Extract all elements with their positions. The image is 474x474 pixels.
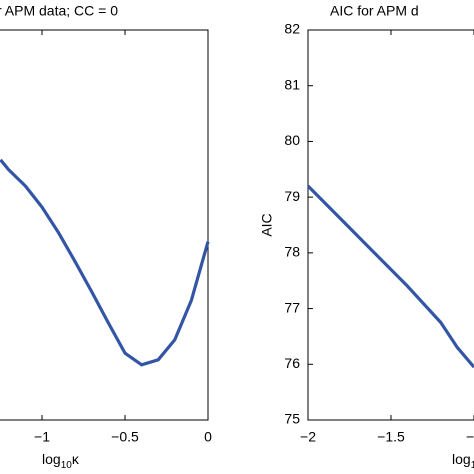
y-tick-label: 82: [284, 21, 300, 37]
x-tick-label: −1: [34, 429, 50, 445]
chart-title: r APM data; CC = 0: [0, 3, 118, 19]
x-axis-label-part: 10: [61, 460, 73, 471]
y-tick-label: 76: [284, 355, 300, 371]
data-line: [0, 158, 210, 367]
x-axis-label: log1: [452, 451, 474, 471]
x-tick-label: −2: [300, 429, 316, 445]
axes-box: [307, 29, 474, 421]
x-tick-label: −1.5: [377, 429, 405, 445]
y-tick-label: 77: [284, 299, 300, 315]
y-tick-label: 80: [284, 132, 300, 148]
y-tick-label: 75: [284, 411, 300, 427]
x-axis-label: log10κ: [42, 451, 80, 471]
x-tick-label: 0: [204, 429, 212, 445]
y-tick-label: 78: [284, 244, 300, 260]
y-axis-label: AIC: [259, 213, 275, 236]
x-tick-label: −1: [466, 429, 474, 445]
y-tick-label: 79: [284, 188, 300, 204]
y-tick-label: 81: [284, 76, 300, 92]
data-line: [306, 184, 474, 369]
x-axis-label-part: log: [452, 451, 471, 467]
x-tick-label: −0.5: [111, 429, 139, 445]
x-axis-label-part: κ: [72, 451, 80, 467]
chart-title: AIC for APM d: [330, 3, 419, 19]
axes-box: [0, 29, 209, 421]
x-axis-label-part: 1: [471, 460, 474, 471]
x-axis-label-part: log: [42, 451, 61, 467]
